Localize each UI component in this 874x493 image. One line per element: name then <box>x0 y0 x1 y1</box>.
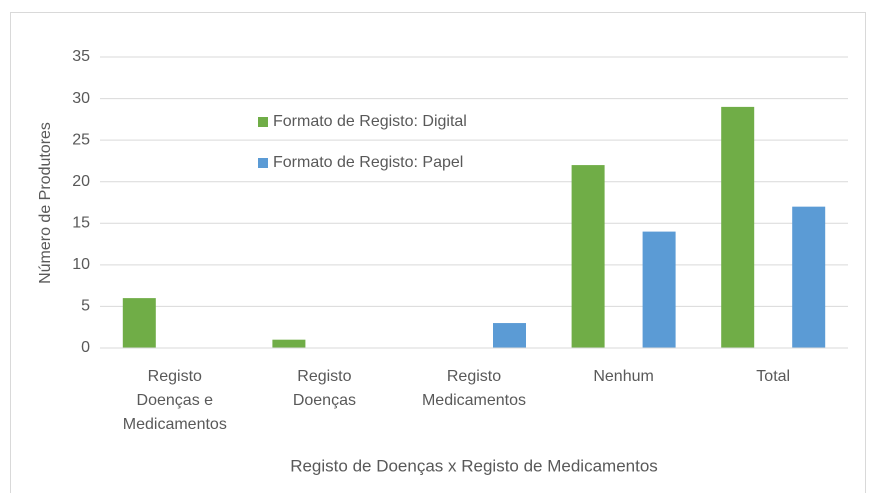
x-tick-label: Registo Doenças <box>293 368 356 409</box>
y-tick-label: 0 <box>81 339 90 356</box>
legend-label: Formato de Registo: Papel <box>273 154 463 171</box>
x-tick-label: Nenhum <box>593 368 653 385</box>
y-tick-label: 15 <box>72 215 90 232</box>
y-axis-title: Número de Produtores <box>37 122 54 284</box>
legend-swatch <box>258 158 268 168</box>
y-tick-label: 35 <box>72 48 90 65</box>
y-tick-label: 20 <box>72 173 90 190</box>
bar <box>571 165 605 348</box>
x-tick-label: Registo Doenças e Medicamentos <box>123 368 227 433</box>
legend-swatch <box>258 117 268 127</box>
y-tick-label: 30 <box>72 90 90 107</box>
bar <box>792 206 826 348</box>
bar <box>122 298 156 348</box>
bar <box>272 339 306 348</box>
y-tick-label: 5 <box>81 298 90 315</box>
x-tick-label: Total <box>756 368 790 385</box>
legend-label: Formato de Registo: Digital <box>273 113 467 130</box>
x-axis-title: Registo de Doenças x Registo de Medicame… <box>290 456 658 475</box>
y-tick-label: 25 <box>72 131 90 148</box>
bar <box>721 106 755 348</box>
x-tick-label: Registo Medicamentos <box>422 368 526 409</box>
bar <box>493 323 526 348</box>
chart-frame <box>10 12 866 493</box>
bar <box>642 231 676 348</box>
y-tick-label: 10 <box>72 256 90 273</box>
